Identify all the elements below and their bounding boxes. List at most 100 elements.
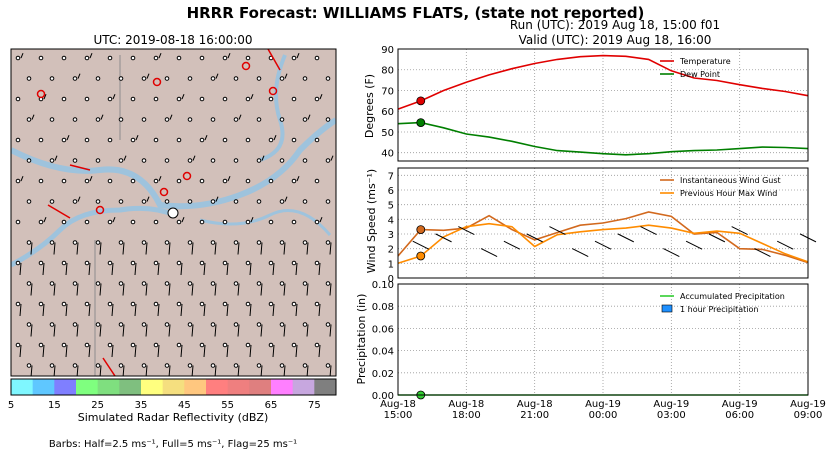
station-dot (268, 219, 274, 225)
fire-point (182, 171, 192, 181)
wind-barb (134, 344, 137, 358)
station-dot (15, 96, 21, 102)
wind-barb (180, 303, 183, 317)
site-marker (167, 207, 179, 219)
station-dot (72, 281, 78, 286)
station-dot (199, 96, 205, 102)
ytick-label: 4 (388, 215, 394, 226)
wind-barb (20, 176, 24, 182)
wind-barb (30, 242, 33, 255)
station-dot (187, 240, 193, 245)
wind-barb (307, 114, 311, 120)
wind-barb (283, 324, 286, 337)
wind-barb (112, 217, 116, 223)
wind-barb (261, 155, 265, 161)
station-dot (38, 301, 44, 307)
colorbar-cell (32, 379, 55, 395)
wind-barb (250, 217, 254, 223)
xtick-label: Aug-18 (517, 399, 553, 410)
station-dot (256, 117, 262, 122)
current-marker (416, 96, 426, 106)
station-dot (268, 301, 274, 307)
station-dot (291, 301, 297, 307)
wind-barb (204, 135, 208, 141)
station-dot (72, 76, 78, 81)
xtick-label: Aug-18 (448, 399, 484, 410)
station-dot (222, 96, 228, 102)
run-label: Run (UTC): 2019 Aug 18, 15:00 f01 (509, 18, 721, 32)
wind-barb (318, 344, 321, 358)
station-dot (26, 117, 32, 122)
station-dot (26, 158, 32, 163)
wind-barb (260, 242, 263, 255)
station-dot (130, 178, 136, 184)
station-dot (245, 178, 251, 184)
station-dot (164, 281, 170, 286)
station-dot (26, 363, 32, 368)
station-dot (164, 199, 170, 204)
station-dot (107, 301, 113, 307)
series-line-0 (397, 211, 809, 264)
station-dot (187, 322, 193, 327)
wind-barb (88, 344, 91, 358)
station-dot (268, 178, 274, 184)
wind-barb (571, 248, 589, 257)
fire-point (36, 89, 46, 99)
wind-barb (458, 226, 475, 235)
station-dot (72, 117, 78, 122)
wind-barb (329, 324, 332, 337)
plot-background (398, 49, 808, 161)
station-dot (49, 281, 55, 286)
station-dot (164, 363, 170, 368)
station-dot (245, 137, 251, 143)
wind-barb (54, 155, 58, 161)
station-dot (164, 76, 170, 81)
wind-barb (295, 303, 298, 317)
station-dot (256, 158, 262, 163)
station-dot (15, 342, 21, 348)
station-dot (84, 137, 90, 143)
wind-barb (168, 242, 171, 255)
station-dot (222, 301, 228, 307)
station-dot (210, 322, 216, 327)
legend-label: Instantaneous Wind Gust (680, 176, 781, 185)
station-dot (84, 55, 90, 61)
colorbar-tick-label: 75 (308, 400, 321, 411)
colorbar-cell (249, 379, 272, 395)
station-dot (199, 55, 205, 61)
wind-barb (480, 248, 498, 257)
station-dot (141, 117, 147, 122)
colorbar-tick-label: 45 (178, 400, 191, 411)
fire-point (95, 205, 105, 215)
wind-barb (19, 344, 22, 358)
station-dot (268, 342, 274, 348)
station-dot (176, 178, 182, 184)
wind-barb (329, 242, 332, 255)
wind-barb (111, 303, 114, 317)
station-dot (268, 137, 274, 143)
station-dot (233, 158, 239, 163)
plot-frame (397, 283, 809, 396)
wind-barb (112, 94, 116, 100)
station-dot (302, 76, 308, 81)
station-dot (118, 281, 124, 286)
station-dot (141, 240, 147, 245)
wind-barb (122, 324, 125, 337)
ytick-label: 2 (388, 245, 394, 256)
legend-label: Previous Hour Max Wind (680, 189, 777, 198)
wind-barb (226, 344, 229, 358)
station-dot (210, 117, 216, 122)
station-dot (199, 219, 205, 225)
station-dot (153, 342, 159, 348)
wind-barb (76, 324, 79, 337)
station-dot (314, 342, 320, 348)
station-dot (325, 117, 331, 122)
station-dot (256, 363, 262, 368)
station-dot (187, 158, 193, 163)
wind-barb (134, 262, 137, 276)
wind-barb (181, 94, 185, 100)
station-dot (107, 342, 113, 348)
station-dot (49, 199, 55, 204)
wind-barb (111, 344, 114, 358)
valid-label: Valid (UTC): 2019 Aug 18, 16:00 (518, 33, 712, 47)
